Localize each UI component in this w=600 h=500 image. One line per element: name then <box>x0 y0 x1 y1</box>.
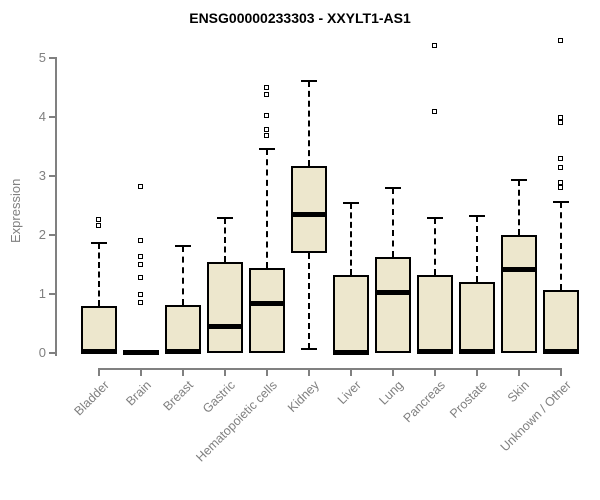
outlier-point <box>96 217 101 223</box>
lower-whisker-cap <box>301 347 317 350</box>
upper-whisker <box>476 215 478 282</box>
outlier-point <box>558 38 563 44</box>
upper-whisker-cap <box>301 80 317 82</box>
outlier-point <box>264 133 269 139</box>
median-lung <box>375 290 411 296</box>
box-breast <box>165 304 201 353</box>
x-axis-tick <box>518 370 520 376</box>
chart-title: ENSG00000233303 - XXYLT1-AS1 <box>189 10 411 26</box>
x-axis-tick <box>266 370 268 376</box>
y-axis-tick-label: 0 <box>38 345 46 360</box>
x-axis-tick <box>476 370 478 376</box>
x-axis-tick <box>434 370 436 376</box>
upper-whisker <box>224 218 226 262</box>
outlier-point <box>558 120 563 126</box>
y-axis-tick <box>49 116 55 118</box>
box-unknown-other <box>543 289 579 353</box>
upper-whisker-cap <box>91 241 107 244</box>
y-axis-tick-label: 4 <box>38 109 46 124</box>
box-liver <box>333 275 369 353</box>
upper-whisker <box>182 245 184 305</box>
x-axis-tick <box>350 370 352 376</box>
x-axis-tick <box>98 370 100 376</box>
upper-whisker-cap <box>217 217 233 220</box>
y-axis-tick <box>49 57 55 59</box>
x-axis-tick <box>392 370 394 376</box>
outlier-point <box>432 43 437 49</box>
upper-whisker <box>518 180 520 235</box>
y-axis-line <box>55 57 57 356</box>
outlier-point <box>138 253 143 259</box>
median-gastric <box>207 323 243 329</box>
box-prostate <box>459 281 495 353</box>
median-kidney <box>291 211 327 217</box>
outlier-point <box>558 185 563 191</box>
upper-whisker <box>434 218 436 276</box>
outlier-point <box>138 275 143 281</box>
y-axis-tick <box>49 352 55 354</box>
upper-whisker-cap <box>553 200 569 203</box>
outlier-point <box>558 165 563 171</box>
y-axis-tick-label: 5 <box>38 50 46 65</box>
upper-whisker-cap <box>511 179 527 182</box>
y-axis-tick <box>49 234 55 236</box>
median-liver <box>333 349 369 355</box>
outlier-point <box>138 183 143 189</box>
x-axis-tick <box>224 370 226 376</box>
upper-whisker-cap <box>427 217 443 220</box>
y-axis-tick <box>49 175 55 177</box>
outlier-point <box>264 126 269 132</box>
outlier-point <box>558 180 563 186</box>
outlier-point <box>138 299 143 305</box>
box-pancreas <box>417 275 453 353</box>
x-axis-line <box>98 368 562 370</box>
upper-whisker <box>98 242 100 307</box>
outlier-point <box>264 92 269 98</box>
median-bladder <box>81 349 117 355</box>
lower-whisker <box>308 252 310 349</box>
x-axis-tick <box>182 370 184 376</box>
median-brain <box>123 349 159 355</box>
outlier-point <box>96 223 101 229</box>
median-unknown-other <box>543 349 579 355</box>
outlier-point <box>264 85 269 91</box>
upper-whisker <box>308 81 310 166</box>
outlier-point <box>264 113 269 119</box>
upper-whisker <box>392 188 394 257</box>
box-hematopoietic-cells <box>249 268 285 353</box>
median-skin <box>501 266 537 272</box>
upper-whisker-cap <box>259 147 275 150</box>
upper-whisker-cap <box>343 201 359 204</box>
median-prostate <box>459 349 495 355</box>
x-axis-tick <box>560 370 562 376</box>
outlier-point <box>558 115 563 121</box>
box-kidney <box>291 165 327 253</box>
median-breast <box>165 349 201 355</box>
median-hematopoietic-cells <box>249 301 285 307</box>
upper-whisker <box>560 201 562 290</box>
outlier-point <box>558 155 563 161</box>
upper-whisker-cap <box>175 244 191 247</box>
y-axis-tick-label: 2 <box>38 227 46 242</box>
upper-whisker-cap <box>385 187 401 190</box>
outlier-point <box>432 109 437 115</box>
box-bladder <box>81 306 117 353</box>
box-lung <box>375 256 411 353</box>
outlier-point <box>138 292 143 298</box>
box-gastric <box>207 261 243 353</box>
outlier-point <box>138 238 143 244</box>
box-skin <box>501 235 537 353</box>
x-axis-tick <box>308 370 310 376</box>
y-axis-tick <box>49 293 55 295</box>
y-axis-tick-label: 1 <box>38 286 46 301</box>
x-axis-tick <box>140 370 142 376</box>
y-axis-tick-label: 3 <box>38 168 46 183</box>
outlier-point <box>138 261 143 267</box>
upper-whisker <box>350 202 352 276</box>
upper-whisker <box>266 148 268 269</box>
upper-whisker-cap <box>469 214 485 217</box>
median-pancreas <box>417 349 453 355</box>
